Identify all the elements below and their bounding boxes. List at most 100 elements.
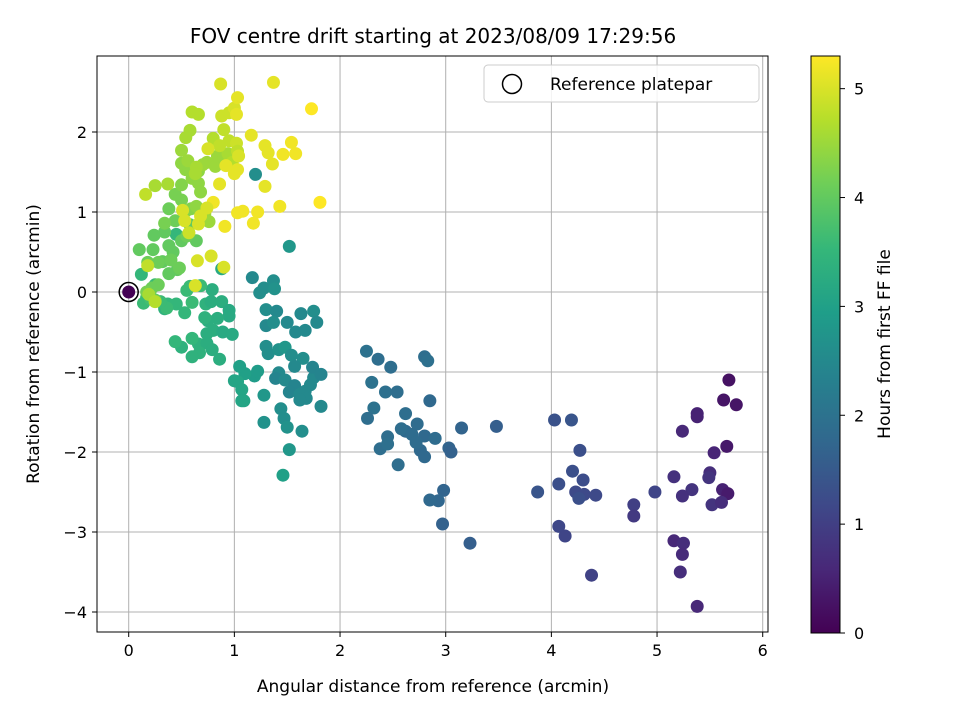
data-point [558, 529, 572, 543]
data-point [421, 354, 435, 368]
colorbar-label: Hours from first FF file [875, 249, 895, 439]
data-point [175, 178, 189, 192]
data-point [288, 359, 302, 373]
data-point [235, 383, 249, 397]
colorbar-tick-label: 3 [854, 297, 864, 316]
data-point [722, 373, 736, 387]
data-point [231, 91, 245, 105]
data-point [564, 413, 578, 427]
data-point [313, 195, 327, 209]
data-point [261, 146, 275, 160]
data-point [161, 177, 175, 191]
colorbar-tick-label: 2 [854, 406, 864, 425]
data-point [673, 565, 687, 579]
data-point [627, 509, 641, 523]
data-point [162, 202, 176, 216]
data-point [194, 185, 208, 199]
data-point [175, 193, 189, 207]
data-point [225, 327, 239, 341]
data-point [314, 399, 328, 413]
data-point [548, 413, 562, 427]
data-point [148, 179, 162, 193]
data-point [394, 422, 408, 436]
data-point [139, 187, 153, 201]
data-point [204, 295, 218, 309]
data-point [295, 424, 309, 438]
data-point [685, 483, 699, 497]
data-point [428, 431, 442, 445]
data-points [118, 75, 743, 613]
data-point [245, 271, 259, 285]
data-point [249, 167, 263, 181]
data-point [164, 253, 178, 267]
data-point [191, 107, 205, 121]
data-point [251, 364, 265, 378]
data-point [178, 306, 192, 320]
data-point [531, 485, 545, 499]
data-point [729, 398, 743, 412]
data-point [265, 157, 279, 171]
data-point [284, 135, 298, 149]
x-tick-label: 2 [335, 641, 345, 660]
data-point [222, 309, 236, 323]
x-tick-label: 0 [124, 641, 134, 660]
data-point [175, 143, 189, 157]
y-tick-label: −2 [63, 443, 87, 462]
data-point [251, 205, 265, 219]
y-tick-label: 0 [77, 283, 87, 302]
data-point [266, 315, 280, 329]
data-point [280, 420, 294, 434]
data-point [289, 147, 303, 161]
data-point [190, 254, 204, 268]
data-point [390, 385, 404, 399]
data-point [235, 394, 249, 408]
data-point [268, 282, 282, 296]
colorbar-tick-label: 5 [854, 80, 864, 99]
y-axis-ticks: −4 −3 −2 −1 0 1 2 [63, 123, 97, 622]
colorbar: 0 1 2 3 4 5 Hours from first FF file [810, 55, 895, 643]
scatter-axes: 0 1 2 3 4 5 6 −4 −3 −2 −1 0 1 2 [63, 55, 769, 660]
data-point [185, 295, 199, 309]
data-point [391, 458, 405, 472]
data-point [257, 388, 271, 402]
data-point [361, 411, 375, 425]
plot-frame [96, 55, 769, 633]
data-point [276, 147, 290, 161]
data-point [276, 468, 290, 482]
data-point [282, 443, 296, 457]
data-point [227, 374, 241, 388]
data-point [217, 123, 231, 137]
data-point [371, 352, 385, 366]
colorbar-gradient [810, 55, 841, 634]
data-point [218, 219, 232, 233]
data-point [200, 327, 214, 341]
data-point [122, 285, 136, 299]
data-point [217, 260, 231, 274]
data-point [261, 347, 275, 361]
data-point [455, 421, 469, 435]
data-point [381, 437, 395, 451]
x-tick-label: 6 [758, 641, 768, 660]
colorbar-ticks: 0 1 2 3 4 5 [840, 80, 864, 643]
data-point [257, 415, 271, 429]
y-tick-label: −3 [63, 523, 87, 542]
data-point [399, 407, 413, 421]
data-point [151, 255, 165, 269]
data-point [182, 226, 196, 240]
data-point [205, 283, 219, 297]
data-point [258, 179, 272, 193]
data-point [717, 393, 731, 407]
reference-point-marker [118, 281, 139, 303]
data-point [282, 385, 296, 399]
data-point [648, 485, 662, 499]
data-point [310, 315, 324, 329]
data-point [384, 360, 398, 374]
data-point [552, 477, 566, 491]
data-point [266, 75, 280, 89]
data-point [367, 401, 381, 415]
data-point [409, 435, 423, 449]
data-point [298, 323, 312, 337]
data-point [168, 335, 182, 349]
y-tick-label: −4 [63, 603, 87, 622]
data-point [282, 239, 296, 253]
